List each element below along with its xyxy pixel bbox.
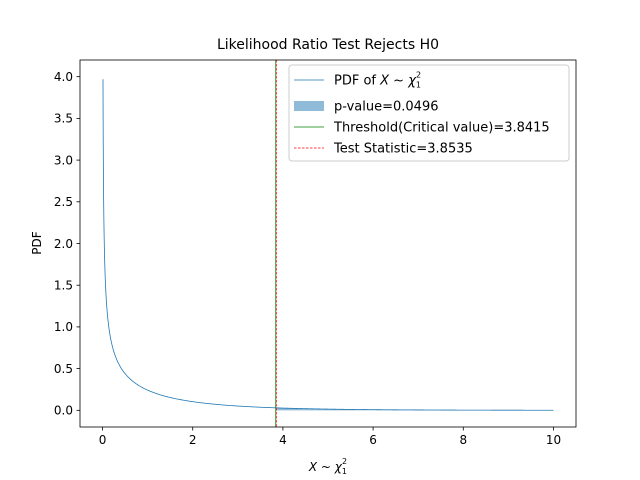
y-tick-label: 2.0 [54, 237, 73, 251]
y-tick-label: 3.0 [54, 153, 73, 167]
y-tick-label: 1.5 [54, 279, 73, 293]
y-tick-label: 2.5 [54, 195, 73, 209]
chart-title: Likelihood Ratio Test Rejects H0 [217, 37, 439, 53]
pdf-curve [102, 79, 554, 411]
y-axis-label: PDF [30, 231, 44, 254]
x-axis-label: X ~ χ12 [308, 457, 347, 476]
x-tick-label: 0 [99, 433, 107, 447]
legend: PDF of X ~ χ12 p-value=0.0496 Threshold(Cr… [288, 64, 570, 162]
legend-patch [294, 101, 324, 111]
legend-box [288, 64, 570, 162]
plot-area [102, 60, 554, 427]
x-tick-label: 8 [459, 433, 467, 447]
y-tick-label: 3.5 [54, 112, 73, 126]
y-tick-label: 0.0 [54, 404, 73, 418]
x-tick-label: 10 [546, 433, 561, 447]
y-tick-label: 1.0 [54, 320, 73, 334]
y-tick-label: 4.0 [54, 70, 73, 84]
legend-label: Test Statistic=3.8535 [333, 142, 473, 157]
y-tick-label: 0.5 [54, 362, 73, 376]
legend-label: p-value=0.0496 [334, 100, 438, 115]
legend-label: Threshold(Critical value)=3.8415 [333, 121, 550, 136]
legend-label: PDF of X ~ χ12 [334, 71, 421, 90]
x-tick-label: 2 [189, 433, 197, 447]
x-tick-label: 4 [279, 433, 287, 447]
axes: 0 2 4 6 8 10 0.0 0.5 1.0 1.5 2.0 2.5 3.0 3.5 4.0 [54, 59, 577, 447]
x-tick-label: 6 [369, 433, 377, 447]
